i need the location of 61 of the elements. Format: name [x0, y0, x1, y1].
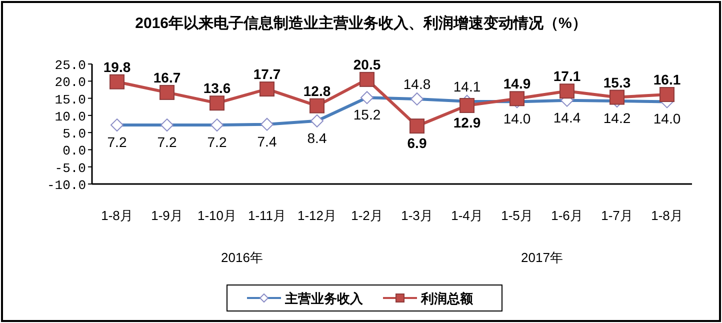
y-tick-label: 10.0	[54, 109, 86, 124]
chart-title: 2016年以来电子信息制造业主营业务收入、利润增速变动情况（%）	[135, 14, 587, 32]
data-label: 7.2	[157, 134, 177, 150]
data-label: 12.9	[453, 114, 481, 130]
point	[110, 74, 124, 90]
data-label: 14.0	[653, 110, 681, 127]
point	[560, 84, 574, 99]
data-label: 14.2	[603, 110, 631, 126]
data-label: 13.6	[203, 80, 231, 96]
text: 2017年	[521, 250, 563, 265]
legend-label: 主营业务收入	[284, 291, 364, 306]
y-tick-label: -10.0	[46, 178, 86, 193]
x-tick-label: 1-6月	[551, 208, 583, 223]
x-tick-label: 1-10月	[197, 208, 237, 223]
data-label: 17.1	[553, 68, 581, 84]
data-label: 14.8	[403, 76, 431, 92]
point	[410, 118, 424, 134]
data-label: 14.1	[453, 78, 481, 94]
data-label: 12.8	[303, 82, 331, 99]
data-label: 14.4	[553, 109, 581, 126]
text: 2016年	[221, 250, 263, 265]
point	[660, 87, 674, 102]
data-label: 15.2	[353, 106, 381, 123]
data-label: 7.2	[107, 134, 127, 150]
point	[210, 96, 224, 111]
y-tick-label: 0.0	[62, 144, 86, 159]
y-tick-label: -5.0	[54, 160, 86, 176]
data-label: 7.4	[257, 133, 277, 150]
x-tick-label: 1-4月	[451, 208, 483, 223]
x-tick-label: 1-8月	[651, 208, 683, 223]
point	[310, 98, 324, 114]
x-tick-label: 1-5月	[501, 208, 533, 223]
y-tick-label: 25.0	[54, 58, 86, 73]
point	[460, 98, 474, 113]
data-label: 20.5	[353, 56, 381, 72]
data-label: 19.8	[103, 58, 131, 75]
data-label: 14.0	[503, 110, 531, 127]
data-label: 6.9	[407, 135, 427, 152]
x-tick-label: 1-2月	[351, 208, 383, 223]
y-tick-label: 15.0	[54, 92, 86, 108]
data-label: 16.7	[153, 69, 181, 86]
legend-label: 利润总额	[420, 291, 474, 306]
point	[360, 72, 374, 87]
data-label: 15.3	[603, 74, 631, 90]
point	[160, 84, 174, 100]
x-tick-label: 1-9月	[151, 208, 183, 223]
y-tick-label: 20.0	[54, 75, 86, 90]
x-tick-label: 1-7月	[601, 208, 633, 223]
data-label: 14.9	[503, 76, 531, 92]
point	[610, 90, 624, 105]
data-label: 16.1	[653, 72, 681, 88]
x-tick-label: 1-12月	[297, 208, 337, 223]
point	[510, 91, 524, 106]
y-tick-label: 5.0	[62, 126, 86, 142]
x-tick-label: 1-11月	[248, 208, 286, 223]
x-tick-label: 1-3月	[401, 208, 433, 223]
x-tick-label: 1-8月	[101, 208, 133, 223]
data-label: 7.2	[207, 134, 227, 150]
data-label: 8.4	[307, 130, 327, 146]
data-label: 17.7	[253, 66, 281, 82]
point	[260, 82, 274, 97]
